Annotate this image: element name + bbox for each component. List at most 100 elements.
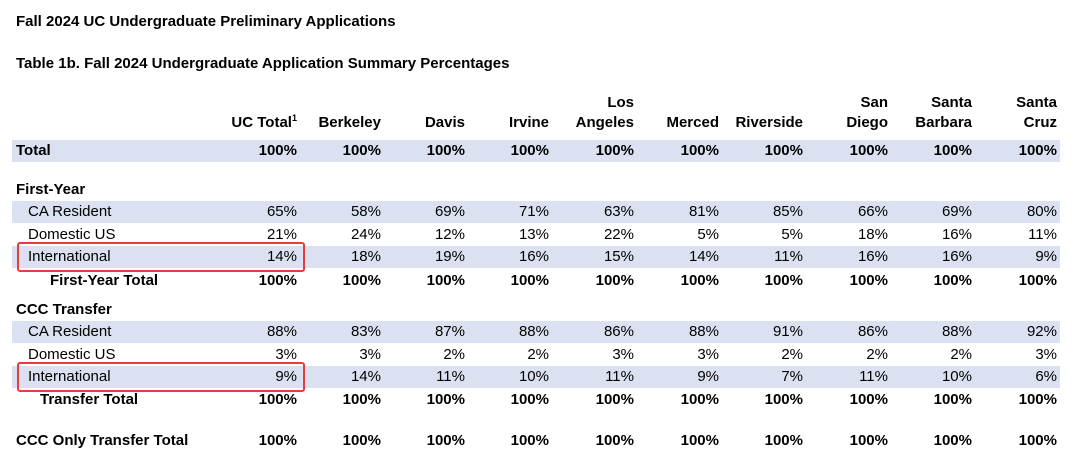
table-cell: 86% bbox=[603, 323, 634, 340]
table-cell: 16% bbox=[941, 226, 972, 243]
table-cell: 100% bbox=[933, 272, 972, 289]
table-cell: 100% bbox=[426, 272, 465, 289]
table-cell: 16% bbox=[857, 248, 888, 265]
table-cell: 100% bbox=[595, 272, 634, 289]
table-cell: 2% bbox=[443, 346, 465, 363]
table-cell: 100% bbox=[1018, 272, 1057, 289]
table-row: CA Resident 88% 83% 87% 88% 86% 88% 91% 86% 88% 92… bbox=[0, 321, 1080, 343]
row-label: First-Year bbox=[16, 181, 86, 198]
row-label: CA Resident bbox=[28, 203, 112, 220]
table-cell: 88% bbox=[688, 323, 719, 340]
table-cell: 2% bbox=[866, 346, 888, 363]
column-header: Riverside bbox=[735, 113, 803, 132]
table-cell: 100% bbox=[426, 432, 465, 449]
table-cell: 100% bbox=[595, 142, 634, 159]
table-cell: 100% bbox=[426, 142, 465, 159]
column-header-label: Merced bbox=[666, 114, 719, 131]
highlight-box bbox=[17, 242, 305, 272]
table-cell: 100% bbox=[849, 272, 888, 289]
column-header: Davis bbox=[425, 113, 465, 132]
table-cell: 100% bbox=[258, 391, 297, 408]
table-cell: 5% bbox=[781, 226, 803, 243]
row-label: Transfer Total bbox=[40, 391, 139, 408]
row-shading bbox=[12, 246, 1060, 268]
table-cell: 3% bbox=[359, 346, 381, 363]
table-cell: 100% bbox=[1018, 391, 1057, 408]
table-cell: 100% bbox=[595, 432, 634, 449]
table-cell: 100% bbox=[764, 391, 803, 408]
table-row: Domestic US 21% 24% 12% 13% 22% 5% 5% 18% 16% 11% bbox=[0, 224, 1080, 246]
table-cell: 10% bbox=[941, 368, 972, 385]
table-cell: 16% bbox=[941, 248, 972, 265]
table-cell: 100% bbox=[933, 391, 972, 408]
table-cell: 66% bbox=[857, 203, 888, 220]
row-shading bbox=[12, 140, 1060, 162]
column-header: Diego bbox=[846, 113, 888, 132]
table-cell: 86% bbox=[857, 323, 888, 340]
row-shading bbox=[12, 201, 1060, 223]
table-cell: 100% bbox=[510, 142, 549, 159]
table-cell: 100% bbox=[258, 142, 297, 159]
column-header: Berkeley bbox=[318, 113, 381, 132]
table-cell: 14% bbox=[688, 248, 719, 265]
table-cell: 100% bbox=[764, 272, 803, 289]
row-label: CCC Only Transfer Total bbox=[16, 432, 189, 449]
table-cell: 100% bbox=[849, 391, 888, 408]
row-shading bbox=[12, 321, 1060, 343]
table-cell: 3% bbox=[1035, 346, 1057, 363]
column-header: Merced bbox=[666, 113, 719, 132]
table-cell: 100% bbox=[764, 432, 803, 449]
table-cell: 100% bbox=[1018, 432, 1057, 449]
row-shading bbox=[12, 366, 1060, 388]
table-cell: 11% bbox=[859, 368, 888, 385]
table-cell: 14% bbox=[350, 368, 381, 385]
column-header-line1: Santa bbox=[1016, 94, 1057, 111]
table-cell: 58% bbox=[350, 203, 381, 220]
table-cell: 69% bbox=[941, 203, 972, 220]
column-header-line1: Los bbox=[607, 94, 634, 111]
column-header-line1: Santa bbox=[931, 94, 972, 111]
table-row: Total 100% 100% 100% 100% 100% 100% 100% 100% 100… bbox=[0, 140, 1080, 162]
column-header-label: Davis bbox=[424, 114, 465, 131]
table-cell: 5% bbox=[697, 226, 719, 243]
table-cell: 69% bbox=[434, 203, 465, 220]
table-row: Transfer Total 100% 100% 100% 100% 100% 100% 10… bbox=[0, 389, 1080, 411]
table-cell: 15% bbox=[603, 248, 634, 265]
table-cell: 9% bbox=[697, 368, 719, 385]
table-row: International 9% 14% 11% 10% 11% 9% 7% 11% 10% 6% bbox=[0, 366, 1080, 388]
section-header-row: First-Year bbox=[0, 179, 1080, 201]
table-row: Domestic US 3% 3% 2% 2% 3% 3% 2% 2% 2% 3% bbox=[0, 344, 1080, 366]
table-cell: 88% bbox=[266, 323, 297, 340]
table-cell: 2% bbox=[527, 346, 549, 363]
footnote-marker: 1 bbox=[291, 113, 297, 123]
table-cell: 100% bbox=[849, 432, 888, 449]
table-cell: 100% bbox=[933, 142, 972, 159]
column-header-label: Riverside bbox=[735, 114, 803, 131]
table-cell: 100% bbox=[510, 391, 549, 408]
report-title: Fall 2024 UC Undergraduate Preliminary A… bbox=[16, 13, 396, 30]
table-cell: 85% bbox=[772, 203, 803, 220]
table-cell: 11% bbox=[436, 368, 465, 385]
table-cell: 100% bbox=[426, 391, 465, 408]
table-cell: 3% bbox=[697, 346, 719, 363]
section-header-row: CCC Transfer bbox=[0, 299, 1080, 321]
table-cell: 14% bbox=[266, 248, 297, 265]
table-cell: 11% bbox=[774, 248, 803, 265]
column-header: Cruz bbox=[1024, 113, 1057, 132]
table-cell: 83% bbox=[350, 323, 381, 340]
table-cell: 6% bbox=[1035, 368, 1057, 385]
table-row: First-Year Total 100% 100% 100% 100% 100% 100%… bbox=[0, 270, 1080, 292]
table-cell: 100% bbox=[680, 142, 719, 159]
column-header: Irvine bbox=[509, 113, 549, 132]
table-cell: 22% bbox=[603, 226, 634, 243]
table-cell: 80% bbox=[1026, 203, 1057, 220]
table-cell: 16% bbox=[518, 248, 549, 265]
table-cell: 9% bbox=[275, 368, 297, 385]
column-header-label: UC Total bbox=[231, 114, 292, 131]
table-cell: 19% bbox=[434, 248, 465, 265]
row-label: CCC Transfer bbox=[16, 301, 112, 318]
table-cell: 88% bbox=[941, 323, 972, 340]
table-cell: 88% bbox=[518, 323, 549, 340]
row-label: International bbox=[28, 368, 111, 385]
table-cell: 81% bbox=[688, 203, 719, 220]
